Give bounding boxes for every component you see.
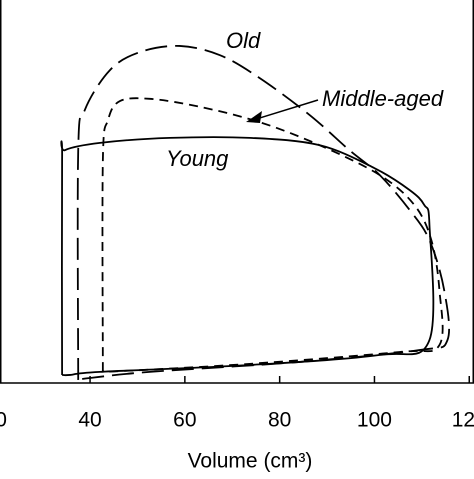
series-label: Old xyxy=(226,28,261,53)
series-line xyxy=(101,97,444,373)
x-tick-label: 120 xyxy=(452,409,474,432)
x-tick-label: 80 xyxy=(268,409,291,432)
series-label: Middle-aged xyxy=(322,86,444,111)
x-tick-label: 40 xyxy=(78,409,101,432)
x-axis-label: Volume (cm³) xyxy=(188,450,313,473)
annotation-arrow xyxy=(249,99,319,122)
plot-frame xyxy=(0,0,474,384)
x-tick-label: 100 xyxy=(357,409,392,432)
series-label: Young xyxy=(166,146,229,171)
x-tick-label: 60 xyxy=(173,409,196,432)
x-tick-label: 20 xyxy=(0,409,7,432)
series-line xyxy=(76,45,450,381)
